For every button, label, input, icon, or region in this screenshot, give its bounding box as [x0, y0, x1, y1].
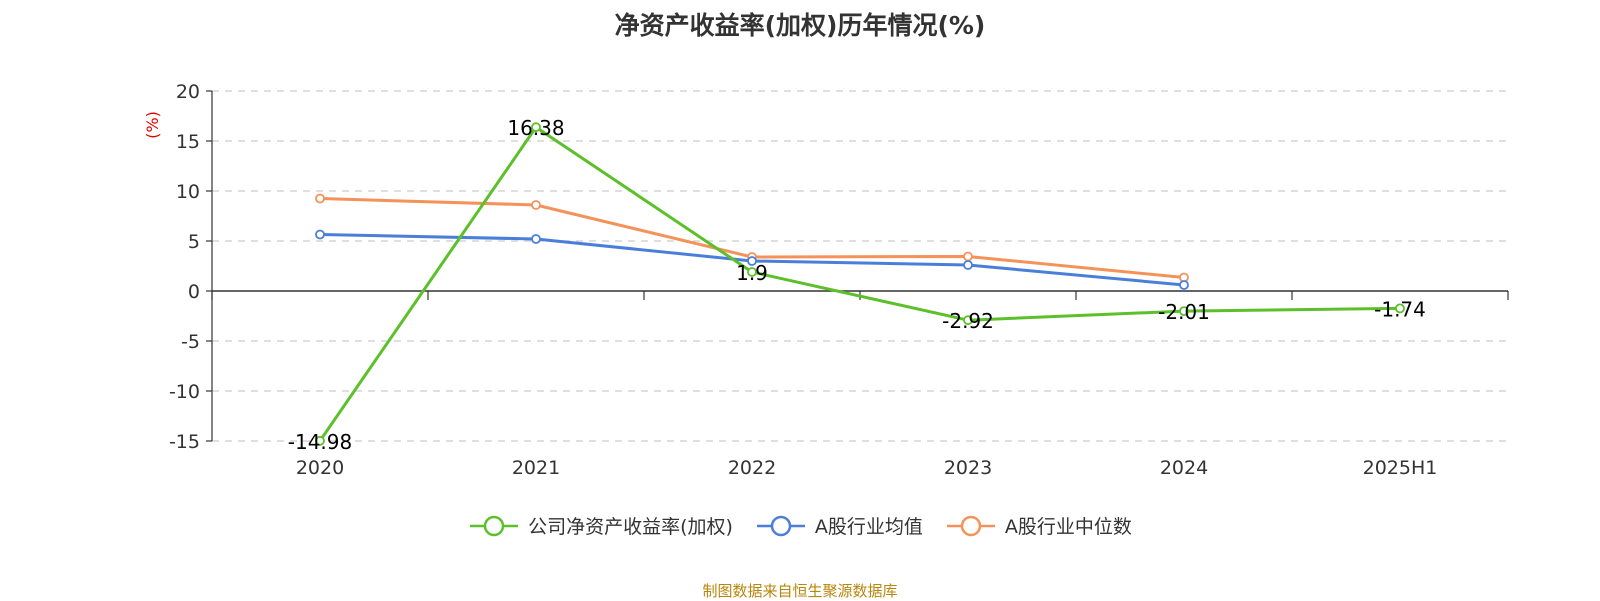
data-label: -2.01 — [1158, 300, 1210, 324]
data-point[interactable] — [531, 200, 541, 210]
source-note: 制图数据来自恒生聚源数据库 — [702, 582, 898, 600]
data-labels: -14.98 16.38 1.9 -2.92 -2.01 -1.74 — [288, 116, 1426, 454]
legend-label: A股行业均值 — [814, 516, 923, 538]
legend-item[interactable]: 公司净资产收益率(加权) — [468, 512, 733, 539]
data-point[interactable] — [747, 256, 757, 266]
legend-item[interactable]: A股行业均值 — [755, 512, 923, 539]
data-point[interactable] — [1179, 280, 1189, 290]
x-tick-label: 2025H1 — [1363, 457, 1438, 479]
data-point[interactable] — [747, 267, 757, 277]
legend-item[interactable]: A股行业中位数 — [945, 512, 1132, 539]
data-label: -14.98 — [288, 430, 352, 454]
data-point[interactable] — [315, 193, 325, 204]
data-label: -1.74 — [1374, 297, 1426, 321]
legend-line-circle-icon — [756, 515, 805, 536]
x-tick-label: 2021 — [512, 457, 560, 479]
y-tick-label: 10 — [176, 181, 200, 203]
data-point[interactable] — [531, 122, 541, 133]
data-point[interactable] — [963, 251, 973, 262]
x-tick-label: 2022 — [728, 457, 776, 479]
x-tick-label: 2024 — [1160, 457, 1208, 479]
chart-title: 净资产收益率(加权)历年情况(%) — [614, 11, 986, 40]
legend-label: A股行业中位数 — [1004, 516, 1132, 538]
y-tick-label: 15 — [176, 131, 200, 153]
data-point[interactable] — [1395, 303, 1405, 314]
legend-line-circle-icon — [946, 515, 995, 536]
y-tick-label: 0 — [188, 281, 200, 303]
y-tick-label: 5 — [188, 231, 200, 253]
data-point[interactable] — [963, 260, 973, 270]
series-line — [318, 125, 1401, 442]
data-point[interactable] — [531, 234, 541, 244]
data-label: 1.9 — [736, 261, 768, 285]
y-axis-label: (%) — [143, 111, 162, 139]
x-tick-label: 2020 — [296, 457, 344, 479]
data-point[interactable] — [315, 229, 325, 240]
y-tick-label: -5 — [181, 331, 200, 353]
y-tick-label: -10 — [169, 381, 200, 403]
legend-label: 公司净资产收益率(加权) — [528, 516, 733, 538]
x-tick-label: 2023 — [944, 457, 992, 479]
data-label: 16.38 — [507, 116, 564, 140]
series-lines — [315, 122, 1405, 446]
legend-line-circle-icon — [470, 515, 519, 536]
y-tick-label: -15 — [169, 431, 200, 453]
y-tick-label: 20 — [176, 81, 200, 103]
data-point[interactable] — [315, 435, 325, 446]
grid-lines — [212, 90, 1508, 442]
data-label: -2.92 — [942, 309, 994, 333]
legend: 公司净资产收益率(加权) A股行业均值 A股行业中位数 — [0, 512, 1600, 539]
data-point[interactable] — [963, 315, 973, 326]
data-point[interactable] — [1179, 306, 1189, 317]
